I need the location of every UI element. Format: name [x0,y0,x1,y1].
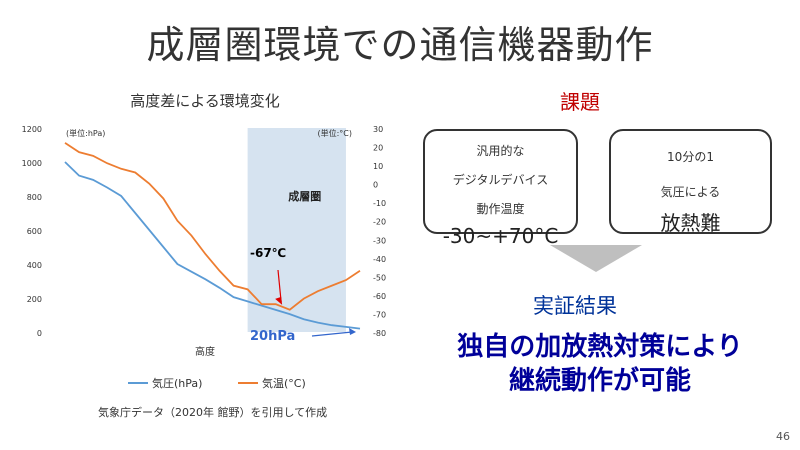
pressure-annotation: 20hPa [250,329,295,344]
issues-heading: 課題 [560,90,600,114]
box1-value: -30~+70°C [442,224,559,248]
y-right-tick-label: -80 [373,329,386,338]
min-temp-arrowhead [275,296,283,305]
y-left-tick-label: 0 [37,329,42,338]
min-temp-arrow [277,269,282,302]
box2-value: 放熱難 [660,211,721,235]
box2-line2: 気圧による [660,185,721,199]
pressure-arrowhead [349,328,356,335]
box2-line1: 10分の1 [667,150,714,164]
y-right-tick-label: -30 [373,236,386,245]
page-number: 46 [776,430,790,443]
y-right-tick-label: -20 [373,218,386,227]
box1-line2: デジタルデバイス [452,173,549,187]
result-line1: 独自の加放熱対策により [457,332,743,362]
down-arrow-icon [550,245,642,272]
box1-line1: 汎用的な [476,144,525,158]
result-text: 独自の加放熱対策により 継続動作が可能 [415,330,785,398]
y-left-tick-label: 1000 [22,159,42,168]
y-left-tick-label: 600 [27,227,42,236]
stratosphere-region [247,128,346,332]
y-right-tick-label: 30 [373,125,383,134]
chart-title: 高度差による環境変化 [130,92,280,110]
heat-dissipation-box: 10分の1 気圧による 放熱難 [609,129,772,235]
y-left-tick-label: 200 [27,295,42,304]
series-line-1 [64,161,361,330]
result-line2: 継続動作が可能 [508,366,691,396]
operating-temp-box: 汎用的な デジタルデバイス 動作温度 -30~+70°C [423,129,578,248]
min-temp-annotation: -67℃ [250,246,286,260]
y-right-tick-label: -70 [373,310,386,319]
source-note: 気象庁データ（2020年 館野）を引用して作成 [98,406,328,419]
y-left-tick-label: 800 [27,193,42,202]
y-right-unit: (単位:°C) [317,128,352,138]
stratosphere-label: 成層圏 [288,189,321,203]
pressure-arrow [311,331,353,337]
environment-chart: 成層圏020040060080010001200-80-70-60-50-40-… [22,125,386,390]
y-right-tick-label: -50 [373,273,386,282]
y-right-tick-label: -40 [373,255,386,264]
box1-line3: 動作温度 [476,202,525,216]
legend-label-1: 気圧(hPa) [152,376,202,390]
y-right-tick-label: 0 [373,181,378,190]
series-line-2 [64,142,361,311]
result-heading: 実証結果 [533,294,617,318]
y-left-unit: (単位:hPa) [66,128,105,138]
y-left-tick-label: 1200 [22,125,42,134]
y-right-tick-label: 20 [373,144,383,153]
legend-label-2: 気温(°C) [262,376,306,390]
y-right-tick-label: -10 [373,199,386,208]
slide-title: 成層圏環境での通信機器動作 [146,23,654,67]
y-left-tick-label: 400 [27,261,42,270]
y-right-tick-label: -60 [373,292,386,301]
x-axis-label: 高度 [195,345,215,358]
y-right-tick-label: 10 [373,162,383,171]
